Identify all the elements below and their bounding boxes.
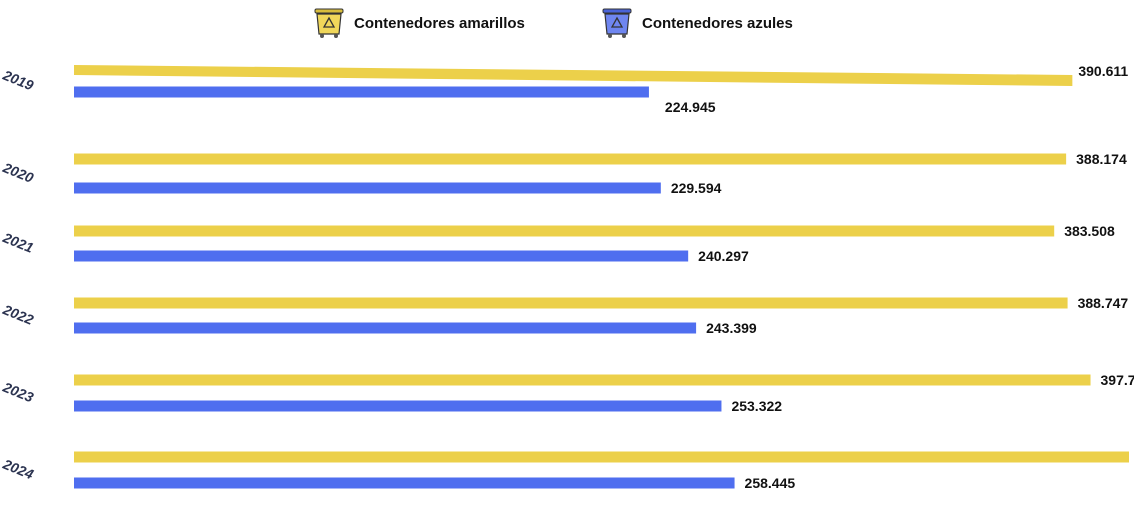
blue-bar-2023 [74, 400, 722, 412]
year-label-2019: 2019 [0, 66, 36, 93]
blue-recycling-bin-icon [602, 8, 632, 38]
year-label-2023: 2023 [0, 378, 36, 405]
blue-value-label-2022: 243.399 [706, 320, 757, 336]
yellow-value-label-2020: 388.174 [1076, 151, 1127, 167]
yellow-value-label-2022: 388.747 [1078, 295, 1129, 311]
yellow-value-label-2021: 383.508 [1064, 223, 1115, 239]
yellow-bar-2023 [74, 374, 1091, 386]
blue-value-label-2024: 258.445 [745, 475, 796, 491]
blue-bar-2022 [74, 322, 697, 334]
yellow-bar-2019 [74, 65, 1073, 86]
yellow-value-label-2023: 397.721 [1101, 372, 1134, 388]
blue-value-label-2021: 240.297 [698, 248, 749, 264]
yellow-bar-2021 [74, 225, 1055, 237]
yellow-bar-2020 [74, 153, 1067, 165]
blue-value-label-2020: 229.594 [671, 180, 722, 196]
yellow-value-label-2019: 390.611 [1078, 63, 1128, 79]
blue-bar-2019 [74, 86, 649, 98]
year-label-2021: 2021 [0, 229, 36, 256]
blue-bar-2020 [74, 182, 661, 194]
blue-value-label-2019: 224.945 [665, 99, 716, 115]
yellow-recycling-bin-icon [314, 8, 344, 38]
legend-label-yellow: Contenedores amarillos [354, 14, 525, 32]
blue-bar-2021 [74, 250, 689, 262]
legend-item-yellow: Contenedores amarillos [312, 6, 525, 40]
year-label-2020: 2020 [0, 159, 36, 186]
legend-item-blue: Contenedores azules [600, 6, 793, 40]
year-label-2024: 2024 [0, 455, 36, 482]
legend-label-blue: Contenedores azules [642, 14, 793, 32]
year-label-2022: 2022 [0, 301, 36, 328]
legend: Contenedores amarillos Contenedores azul… [0, 6, 1134, 40]
blue-value-label-2023: 253.322 [731, 398, 782, 414]
yellow-bar-2024 [74, 451, 1129, 463]
blue-bar-2024 [74, 477, 735, 489]
yellow-bar-2022 [74, 297, 1068, 309]
